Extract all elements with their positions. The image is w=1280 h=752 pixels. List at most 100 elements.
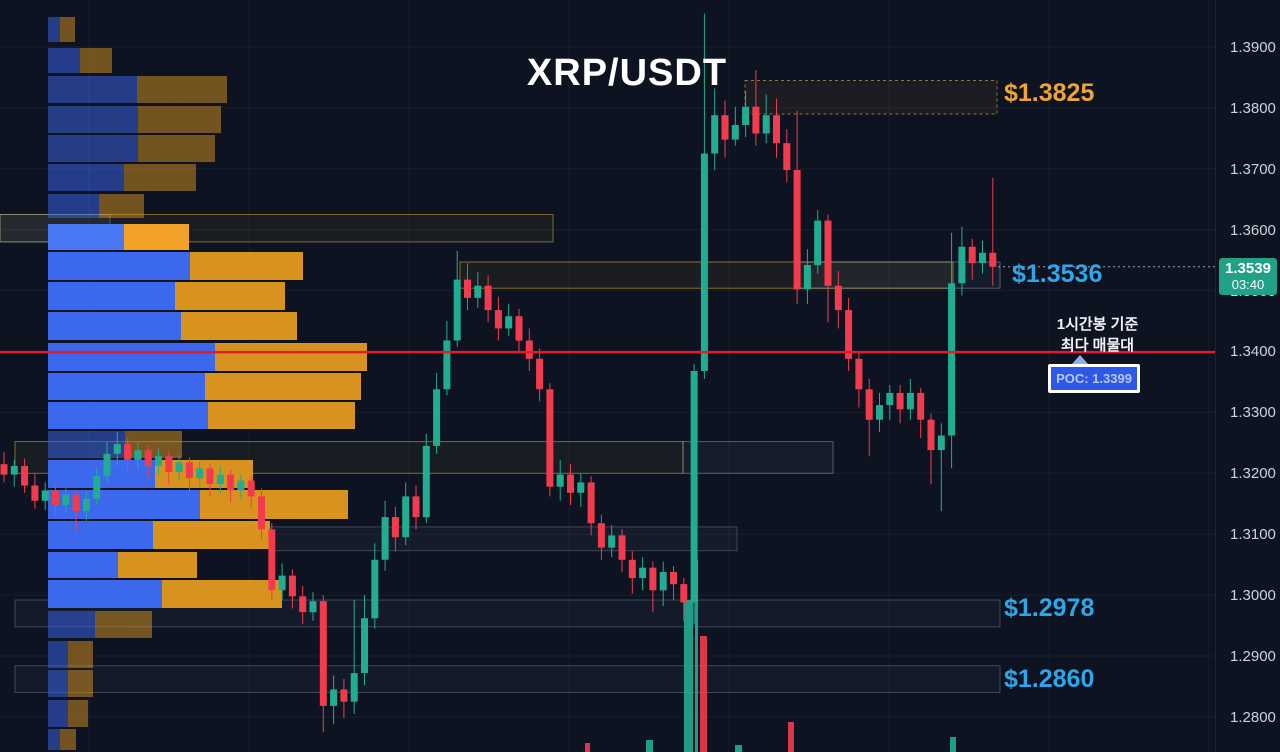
candle: [299, 586, 307, 625]
candle: [721, 100, 729, 158]
axis-label: 1.3000: [1230, 587, 1276, 604]
poc-label: POC: 1.3399: [1048, 364, 1140, 393]
candle: [144, 445, 152, 479]
volume-spike-bar: [700, 636, 707, 752]
candle: [773, 98, 780, 158]
poc-pointer-icon: [1072, 355, 1088, 364]
annotation-line2: 최다 매물대: [1060, 337, 1135, 354]
candle: [319, 595, 327, 733]
candle: [525, 328, 533, 371]
zone-1.2860: [14, 665, 1001, 694]
zone-1.3240-right: [682, 441, 834, 474]
candle: [381, 500, 389, 571]
candle: [855, 352, 863, 408]
candle: [731, 106, 739, 146]
axis-label: 1.3800: [1230, 100, 1276, 117]
candle: [906, 378, 914, 420]
candle: [711, 88, 719, 170]
candle: [700, 13, 708, 379]
candle: [989, 177, 997, 286]
zone-1.3100: [269, 526, 738, 552]
candle: [103, 441, 111, 483]
volume-spike-bar: [646, 740, 653, 752]
volume-profile-row: [48, 402, 355, 429]
candle: [93, 468, 101, 505]
candle: [247, 475, 255, 509]
volume-profile-row: [48, 521, 270, 549]
candle: [690, 363, 698, 625]
candle: [340, 679, 348, 719]
candle: [391, 506, 399, 552]
candle: [62, 488, 70, 513]
volume-profile-row: [48, 17, 75, 42]
candle: [464, 263, 471, 311]
candle: [762, 94, 770, 144]
candle: [185, 457, 193, 491]
volume-profile-row: [48, 343, 367, 371]
axis-label: 1.3100: [1230, 526, 1276, 543]
volume-profile-row: [48, 460, 253, 488]
candle: [82, 491, 90, 521]
annotation-line1: 1시간봉 기준: [1056, 316, 1139, 333]
candle: [680, 578, 688, 621]
candle: [288, 569, 296, 609]
candle: [927, 413, 935, 485]
volume-spike-bar: [735, 745, 742, 752]
level-label-1-2978: $1.2978: [1004, 594, 1095, 622]
candle: [52, 484, 59, 516]
candle: [567, 464, 574, 505]
badge-price: 1.3539: [1225, 260, 1271, 277]
candle: [175, 455, 183, 481]
axis-label: 1.3200: [1230, 465, 1276, 482]
volume-profile-row: [48, 224, 189, 250]
candle: [608, 525, 616, 558]
candle: [865, 378, 873, 457]
candle: [165, 451, 173, 485]
candle: [670, 565, 677, 600]
volume-profile-row: [48, 194, 144, 218]
volume-profile-row: [48, 641, 93, 668]
volume-profile-row: [48, 729, 76, 750]
axis-label: 1.2900: [1230, 648, 1276, 665]
candle: [402, 482, 410, 546]
candle: [618, 529, 626, 572]
volume-spike-bar: [684, 600, 693, 752]
candle: [155, 448, 162, 475]
candle: [597, 514, 605, 560]
candle: [628, 551, 636, 594]
price-axis[interactable]: 1.39001.38001.37001.36001.35001.34001.33…: [1215, 0, 1280, 752]
volume-profile-row: [48, 373, 361, 400]
candle: [10, 459, 18, 487]
volume-profile-row: [48, 580, 282, 608]
candle: [876, 392, 883, 432]
candle: [237, 474, 245, 499]
candle: [206, 463, 214, 497]
candle: [124, 438, 132, 473]
candle: [752, 70, 760, 146]
axis-label: 1.3300: [1230, 404, 1276, 421]
candle: [484, 275, 492, 323]
volume-profile-row: [48, 48, 112, 73]
candle: [958, 226, 966, 296]
volume-profile-row: [48, 106, 221, 133]
candle: [979, 240, 986, 274]
candle: [968, 238, 976, 280]
candle: [803, 249, 811, 304]
candle: [412, 485, 420, 530]
axis-label: 1.2800: [1230, 709, 1276, 726]
candle: [21, 458, 29, 493]
axis-label: 1.3600: [1230, 222, 1276, 239]
candle: [443, 321, 451, 396]
candle: [845, 297, 853, 371]
candle: [639, 557, 647, 591]
candle: [216, 466, 224, 493]
volume-profile-row: [48, 252, 303, 280]
candle: [649, 561, 657, 613]
level-label-1-2860: $1.2860: [1004, 665, 1095, 693]
candle: [577, 473, 585, 507]
volume-profile-row: [48, 76, 227, 103]
axis-label: 1.3400: [1230, 343, 1276, 360]
candle: [72, 490, 80, 532]
candle: [227, 469, 235, 503]
